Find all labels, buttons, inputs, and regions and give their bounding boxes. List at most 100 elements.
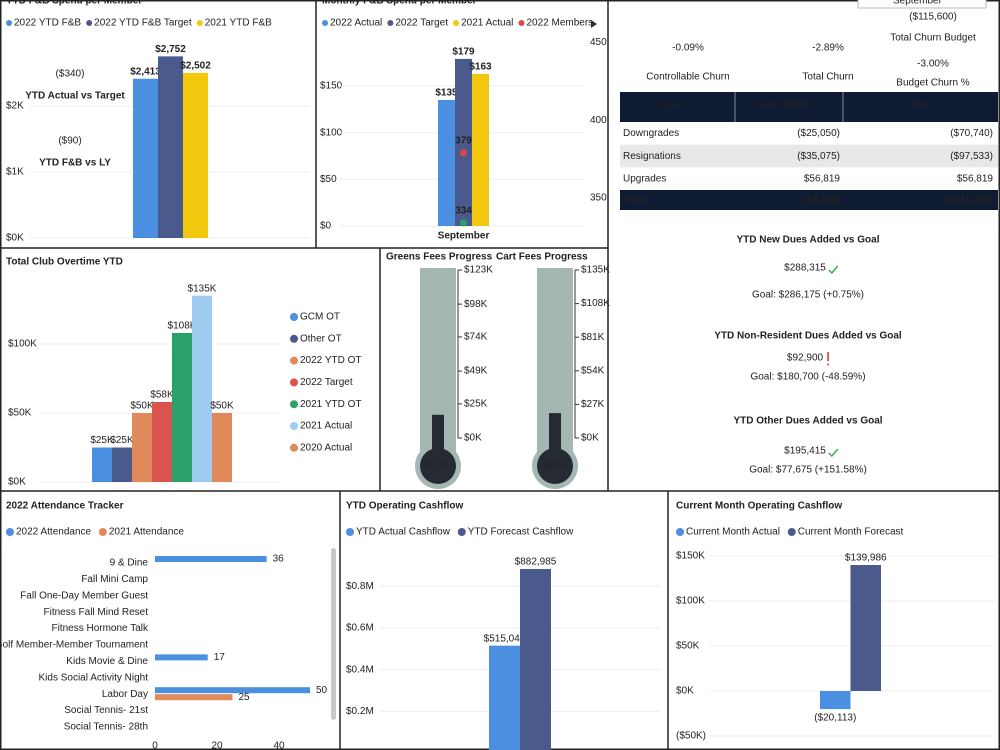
y-tick-label: $100K — [676, 596, 705, 607]
gauge-title: Cart Fees Progress — [496, 252, 588, 263]
legend-label: YTD Actual Cashflow — [356, 527, 451, 538]
data-label: $58K — [150, 390, 174, 401]
y-category-label: 9 & Dine — [110, 558, 149, 569]
y-tick-label: $98K — [464, 299, 488, 310]
check-icon — [828, 448, 839, 458]
y-tick-label: $0K — [581, 433, 599, 444]
y-tick-label: $150K — [676, 551, 705, 562]
table-cell: $56,819 — [804, 174, 841, 185]
y-tick-label: $50K — [676, 641, 700, 652]
table-cell: Resignations — [623, 151, 681, 162]
bar — [520, 568, 551, 750]
y-tick-label: $0K — [676, 686, 694, 697]
gauge-bulb — [420, 448, 456, 484]
legend-marker — [290, 356, 298, 365]
y-tick-label: $135K — [581, 265, 610, 276]
table-row-bg — [620, 167, 998, 191]
legend-label: Current Month Forecast — [798, 527, 904, 538]
y-tick-label: $0.2M — [346, 706, 374, 717]
bar — [155, 694, 233, 701]
legend-marker — [518, 20, 525, 26]
legend-marker — [290, 334, 298, 343]
y-tick-label: $0 — [320, 221, 332, 232]
data-label: $135K — [188, 283, 217, 294]
legend-label: 2021 Attendance — [109, 527, 185, 538]
data-label: $50K — [130, 401, 154, 412]
bar — [438, 99, 455, 226]
data-label: 50 — [316, 685, 328, 696]
scrollbar[interactable] — [331, 548, 336, 720]
data-label: 17 — [214, 652, 226, 663]
table-cell: ($111,454) — [946, 195, 993, 206]
y-tick-label: $0.4M — [346, 664, 374, 675]
kpi-value: -3.00% — [917, 59, 949, 70]
panel-title: 2022 Attendance Tracker — [6, 501, 124, 512]
y-tick-label: $2K — [6, 101, 24, 112]
y-tick-label: $54K — [581, 365, 605, 376]
dues-goal: Goal: $286,175 (+0.75%) — [752, 290, 864, 301]
check-icon — [828, 265, 839, 275]
legend-label: 2020 Actual — [300, 442, 352, 453]
dues-value: $92,900 — [787, 353, 824, 364]
legend-label: 2021 Actual — [461, 18, 513, 29]
dues-goal: Goal: $180,700 (-48.59%) — [750, 372, 865, 383]
y-tick-label: $0.6M — [346, 623, 374, 634]
dues-title: YTD Non-Resident Dues Added vs Goal — [714, 331, 902, 342]
kpi-label: Budget Churn % — [896, 78, 969, 89]
x-tick-label: 0 — [152, 741, 158, 750]
bar — [472, 73, 489, 226]
legend-marker — [196, 20, 203, 26]
y-tick-label: $1K — [6, 167, 24, 178]
y-tick-label: $0K — [6, 233, 24, 244]
dues-goal: Goal: $77,675 (+151.58%) — [749, 465, 867, 476]
panel-title: Current Month Operating Cashflow — [676, 501, 842, 512]
bar — [192, 295, 212, 482]
legend-marker — [290, 378, 298, 387]
gauge-label: $20K — [543, 461, 567, 472]
legend-marker — [387, 20, 394, 26]
legend-marker — [290, 313, 298, 321]
more-icon[interactable] — [591, 20, 597, 28]
legend-marker — [6, 20, 12, 26]
kpi-label: YTD F&B vs LY — [39, 158, 111, 169]
data-label: $2,502 — [180, 61, 211, 72]
month-dropdown[interactable] — [857, 0, 987, 9]
dropdown-value: September — [893, 0, 943, 7]
data-label: $50K — [210, 401, 234, 412]
y-tick-label: $150 — [320, 81, 343, 92]
panel-title: YTD F&B Spend per Member — [6, 0, 142, 7]
legend-marker — [290, 400, 298, 409]
panel-title: YTD Operating Cashflow — [346, 501, 463, 512]
bar — [455, 58, 472, 226]
table-cell: ($35,075) — [797, 151, 840, 162]
legend-label: Current Month Actual — [686, 527, 780, 538]
data-label: $135 — [435, 88, 458, 99]
y-category-label: Kids Social Activity Night — [39, 672, 149, 683]
legend-label: 2022 YTD OT — [300, 355, 362, 366]
y-tick-label: $50 — [320, 174, 337, 185]
gauge-title: Greens Fees Progress — [386, 252, 493, 263]
table-cell: Total — [623, 195, 646, 206]
y-category-label: Kids Movie & Dine — [66, 656, 148, 667]
kpi-label: Total Churn Budget — [890, 33, 976, 44]
table-header: Type — [659, 100, 681, 111]
bar — [183, 72, 208, 238]
bar — [132, 413, 152, 482]
table-cell: Downgrades — [623, 128, 679, 139]
data-label: 25 — [239, 692, 251, 703]
legend-marker — [787, 528, 796, 536]
y-tick-label: $0.8M — [346, 581, 374, 592]
panel-title: Monthly F&B Spend per Member — [322, 0, 477, 7]
legend-marker — [676, 528, 684, 536]
legend-marker — [98, 528, 107, 536]
bar — [155, 654, 208, 661]
x-tick-label: 20 — [211, 741, 223, 750]
legend-label: 2022 YTD F&B — [14, 18, 81, 29]
legend-marker — [290, 443, 298, 452]
table-header-bg — [620, 92, 998, 122]
bar — [212, 413, 232, 482]
kpi-label: YTD Actual vs Target — [25, 91, 125, 102]
y-tick-label: 350 — [590, 193, 607, 204]
